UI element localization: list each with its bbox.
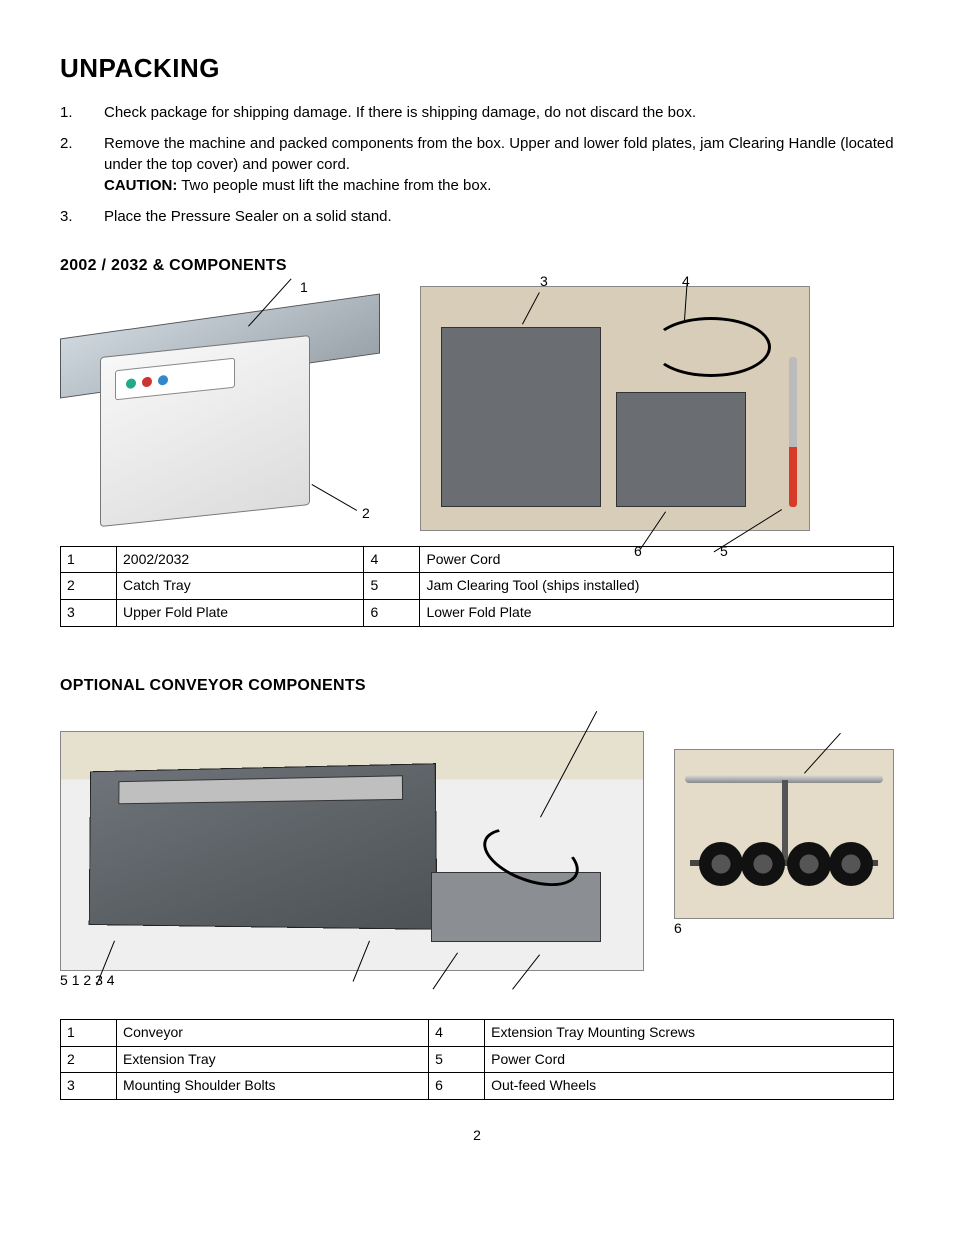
section2-figures: 5 1 2 3 4 6 — [60, 707, 894, 997]
part-desc: Out-feed Wheels — [485, 1073, 894, 1100]
wheel-graphic — [741, 842, 785, 886]
table-row: 1 Conveyor 4 Extension Tray Mounting Scr… — [61, 1019, 894, 1046]
figure-wheels: 6 — [674, 749, 894, 949]
part-num: 5 — [364, 573, 420, 600]
part-num: 4 — [364, 546, 420, 573]
parts-photo-graphic — [420, 286, 810, 531]
step-number: 1. — [60, 102, 104, 123]
part-num: 1 — [61, 1019, 117, 1046]
part-num: 2 — [61, 1046, 117, 1073]
part-desc: Conveyor — [117, 1019, 429, 1046]
caution-text: Two people must lift the machine from th… — [177, 177, 491, 194]
part-desc: Jam Clearing Tool (ships installed) — [420, 573, 894, 600]
step-text: Check package for shipping damage. If th… — [104, 102, 894, 123]
part-desc: Lower Fold Plate — [420, 599, 894, 626]
upper-fold-plate-graphic — [441, 327, 601, 507]
callout-6: 6 — [634, 542, 642, 562]
part-num: 3 — [61, 1073, 117, 1100]
section2-heading: OPTIONAL CONVEYOR COMPONENTS — [60, 675, 894, 697]
page-title: UNPACKING — [60, 50, 894, 86]
part-desc: Power Cord — [420, 546, 894, 573]
figure-conveyor: 5 1 2 3 4 — [60, 707, 644, 997]
section2: OPTIONAL CONVEYOR COMPONENTS 5 1 2 3 4 — [60, 675, 894, 1100]
part-num: 2 — [61, 573, 117, 600]
callout-1: 1 — [72, 972, 80, 988]
table-row: 2 Extension Tray 5 Power Cord — [61, 1046, 894, 1073]
callout-3: 3 — [540, 272, 548, 292]
table-row: 3 Upper Fold Plate 6 Lower Fold Plate — [61, 599, 894, 626]
callout-5: 5 — [60, 972, 68, 988]
part-num: 6 — [364, 599, 420, 626]
wheel-graphic — [699, 842, 743, 886]
callout-6: 6 — [674, 920, 682, 936]
extension-tray-graphic — [431, 872, 601, 942]
part-desc: Power Cord — [485, 1046, 894, 1073]
wheel-graphic — [787, 842, 831, 886]
step-text: Remove the machine and packed components… — [104, 133, 894, 196]
unpacking-steps: 1. Check package for shipping damage. If… — [60, 102, 894, 227]
callout-4: 4 — [682, 272, 690, 292]
callout-4: 4 — [107, 972, 115, 988]
conveyor-unit-graphic — [89, 763, 438, 930]
part-desc: Catch Tray — [117, 573, 364, 600]
wheels-photo-graphic — [674, 749, 894, 919]
table-row: 3 Mounting Shoulder Bolts 6 Out-feed Whe… — [61, 1073, 894, 1100]
table-row: 2 Catch Tray 5 Jam Clearing Tool (ships … — [61, 573, 894, 600]
step-2: 2. Remove the machine and packed compone… — [60, 133, 894, 196]
caution-label: CAUTION: — [104, 177, 177, 194]
conveyor-photo-graphic — [60, 731, 644, 971]
page-number: 2 — [60, 1126, 894, 1146]
callout-2: 2 — [362, 504, 370, 524]
step-text: Place the Pressure Sealer on a solid sta… — [104, 206, 894, 227]
figure-parts: 3 4 6 5 — [420, 286, 810, 531]
part-desc: Upper Fold Plate — [117, 599, 364, 626]
leader-line — [312, 484, 358, 511]
step-3: 3. Place the Pressure Sealer on a solid … — [60, 206, 894, 227]
components-table-2: 1 Conveyor 4 Extension Tray Mounting Scr… — [60, 1019, 894, 1100]
part-num: 5 — [429, 1046, 485, 1073]
figure-machine: 1 2 — [60, 286, 370, 536]
part-desc: Extension Tray Mounting Screws — [485, 1019, 894, 1046]
part-desc: Extension Tray — [117, 1046, 429, 1073]
jam-tool-graphic — [789, 357, 797, 507]
part-num: 4 — [429, 1019, 485, 1046]
power-cord-graphic — [651, 317, 771, 377]
section1-heading: 2002 / 2032 & COMPONENTS — [60, 255, 894, 277]
wheel-graphic — [829, 842, 873, 886]
lower-fold-plate-graphic — [616, 392, 746, 507]
part-desc: Mounting Shoulder Bolts — [117, 1073, 429, 1100]
step-number: 2. — [60, 133, 104, 196]
callout-2: 2 — [83, 972, 91, 988]
step-main-text: Remove the machine and packed components… — [104, 135, 894, 173]
part-num: 3 — [61, 599, 117, 626]
section1-figures: 1 2 3 4 6 5 — [60, 286, 894, 536]
components-table-1: 1 2002/2032 4 Power Cord 2 Catch Tray 5 … — [60, 546, 894, 627]
callout-1: 1 — [300, 278, 308, 298]
part-desc: 2002/2032 — [117, 546, 364, 573]
table-row: 1 2002/2032 4 Power Cord — [61, 546, 894, 573]
part-num: 6 — [429, 1073, 485, 1100]
part-num: 1 — [61, 546, 117, 573]
callout-5: 5 — [720, 542, 728, 562]
step-number: 3. — [60, 206, 104, 227]
vertical-post-graphic — [782, 780, 788, 866]
step-1: 1. Check package for shipping damage. If… — [60, 102, 894, 123]
